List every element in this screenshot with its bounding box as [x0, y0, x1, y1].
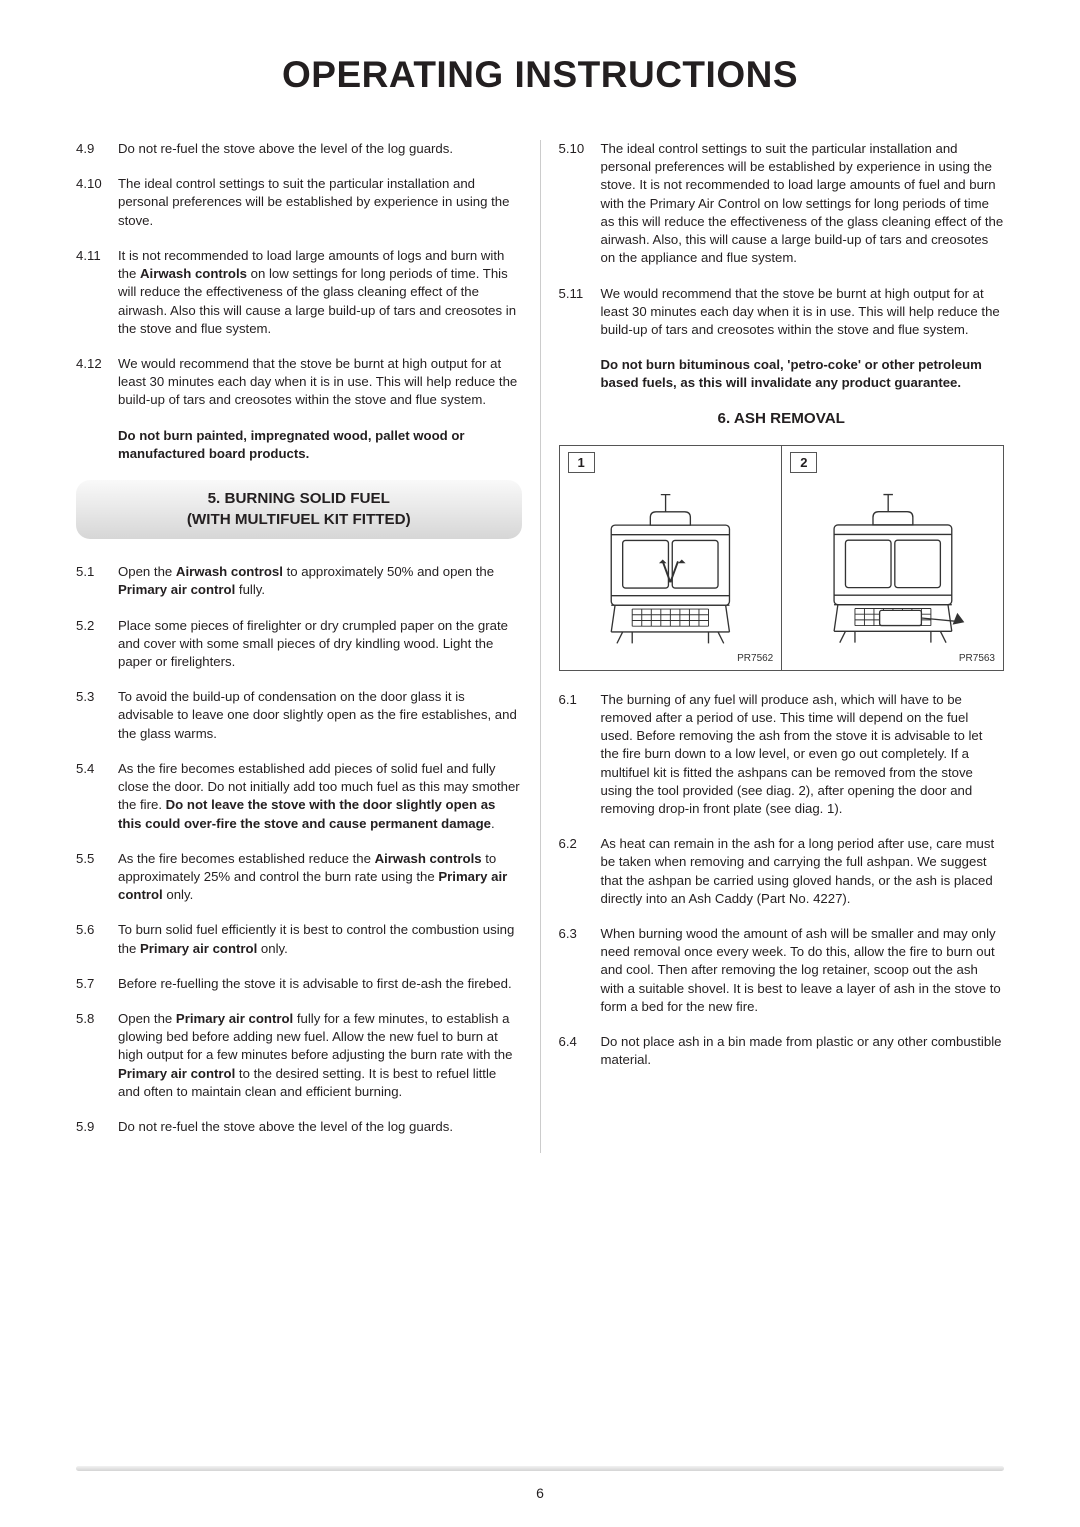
- list-item: 5.2Place some pieces of firelighter or d…: [76, 617, 522, 672]
- item-number: 5.8: [76, 1010, 118, 1101]
- list-item: 4.9Do not re-fuel the stove above the le…: [76, 140, 522, 158]
- list-item: 5.1Open the Airwash controsl to approxim…: [76, 563, 522, 599]
- item-number: 5.5: [76, 850, 118, 905]
- bold-text: Primary air control: [176, 1011, 293, 1026]
- section-5-line1: 5. BURNING SOLID FUEL: [86, 489, 512, 510]
- diagram-ref-1: PR7562: [737, 653, 773, 664]
- list-item: 6.2As heat can remain in the ash for a l…: [559, 835, 1005, 908]
- bold-text: Airwash controls: [375, 851, 482, 866]
- item-number: 4.11: [76, 247, 118, 338]
- item-number: 4.12: [76, 355, 118, 410]
- list-item: 6.3When burning wood the amount of ash w…: [559, 925, 1005, 1016]
- bold-text: Primary air control: [140, 941, 257, 956]
- warning-left: Do not burn painted, impregnated wood, p…: [118, 427, 522, 463]
- bold-text: Do not leave the stove with the door sli…: [118, 797, 495, 830]
- bold-text: Primary air control: [118, 1066, 235, 1081]
- item-body: Do not re-fuel the stove above the level…: [118, 1118, 522, 1136]
- list-item: 6.1The burning of any fuel will produce …: [559, 691, 1005, 819]
- item-body: It is not recommended to load large amou…: [118, 247, 522, 338]
- item-number: 5.3: [76, 688, 118, 743]
- footer-rule: [76, 1466, 1004, 1472]
- item-body: As heat can remain in the ash for a long…: [601, 835, 1005, 908]
- diagram-ref-2: PR7563: [959, 653, 995, 664]
- list-item: 4.12We would recommend that the stove be…: [76, 355, 522, 410]
- page-title: OPERATING INSTRUCTIONS: [76, 54, 1004, 96]
- item-body: The burning of any fuel will produce ash…: [601, 691, 1005, 819]
- item-body: Place some pieces of firelighter or dry …: [118, 617, 522, 672]
- item-body: The ideal control settings to suit the p…: [118, 175, 522, 230]
- list-item: 4.10The ideal control settings to suit t…: [76, 175, 522, 230]
- item-number: 5.6: [76, 921, 118, 957]
- item-body: Do not re-fuel the stove above the level…: [118, 140, 522, 158]
- section-5-line2: (WITH MULTIFUEL KIT FITTED): [86, 510, 512, 531]
- item-body: When burning wood the amount of ash will…: [601, 925, 1005, 1016]
- item-number: 4.10: [76, 175, 118, 230]
- item-body: Open the Airwash controsl to approximate…: [118, 563, 522, 599]
- list-item: 5.11We would recommend that the stove be…: [559, 285, 1005, 340]
- warning-right: Do not burn bituminous coal, 'petro-coke…: [601, 356, 1005, 392]
- list-item: 5.5As the fire becomes established reduc…: [76, 850, 522, 905]
- diagram-label-2: 2: [790, 452, 817, 473]
- list-item: 5.10The ideal control settings to suit t…: [559, 140, 1005, 268]
- list-item: 5.8Open the Primary air control fully fo…: [76, 1010, 522, 1101]
- item-body: Open the Primary air control fully for a…: [118, 1010, 522, 1101]
- item-body: The ideal control settings to suit the p…: [601, 140, 1005, 268]
- diagram-label-1: 1: [568, 452, 595, 473]
- item-body: We would recommend that the stove be bur…: [601, 285, 1005, 340]
- list-item: 5.4As the fire becomes established add p…: [76, 760, 522, 833]
- page-number: 6: [0, 1485, 1080, 1501]
- diagram-panel-1: 1: [560, 446, 782, 670]
- list-item: 5.3To avoid the build-up of condensation…: [76, 688, 522, 743]
- item-number: 5.7: [76, 975, 118, 993]
- item-number: 6.3: [559, 925, 601, 1016]
- left-column: 4.9Do not re-fuel the stove above the le…: [76, 140, 540, 1153]
- list-item: 5.6To burn solid fuel efficiently it is …: [76, 921, 522, 957]
- item-number: 6.1: [559, 691, 601, 819]
- item-number: 5.9: [76, 1118, 118, 1136]
- bold-text: Airwash controsl: [176, 564, 283, 579]
- content-columns: 4.9Do not re-fuel the stove above the le…: [76, 140, 1004, 1153]
- item-body: To avoid the build-up of condensation on…: [118, 688, 522, 743]
- ash-removal-diagram: 1: [559, 445, 1005, 671]
- item-body: We would recommend that the stove be bur…: [118, 355, 522, 410]
- item-number: 5.2: [76, 617, 118, 672]
- item-body: Before re-fuelling the stove it is advis…: [118, 975, 522, 993]
- stove-illustration-1: [575, 487, 766, 649]
- diagram-panel-2: 2: [781, 446, 1003, 670]
- item-body: As the fire becomes established add piec…: [118, 760, 522, 833]
- item-number: 6.4: [559, 1033, 601, 1069]
- list-item: 5.9Do not re-fuel the stove above the le…: [76, 1118, 522, 1136]
- list-item: 6.4Do not place ash in a bin made from p…: [559, 1033, 1005, 1069]
- list-item: 5.7Before re-fuelling the stove it is ad…: [76, 975, 522, 993]
- item-number: 6.2: [559, 835, 601, 908]
- item-number: 5.11: [559, 285, 601, 340]
- bold-text: Primary air control: [118, 582, 235, 597]
- item-number: 5.1: [76, 563, 118, 599]
- section-6-heading: 6. ASH REMOVAL: [559, 410, 1005, 427]
- section-5-heading: 5. BURNING SOLID FUEL (WITH MULTIFUEL KI…: [76, 480, 522, 539]
- item-number: 5.10: [559, 140, 601, 268]
- item-number: 4.9: [76, 140, 118, 158]
- right-column: 5.10The ideal control settings to suit t…: [541, 140, 1005, 1153]
- list-item: 4.11It is not recommended to load large …: [76, 247, 522, 338]
- stove-illustration-2: [798, 487, 988, 648]
- bold-text: Primary air control: [118, 869, 507, 902]
- item-body: Do not place ash in a bin made from plas…: [601, 1033, 1005, 1069]
- bold-text: Airwash controls: [140, 266, 247, 281]
- item-body: To burn solid fuel efficiently it is bes…: [118, 921, 522, 957]
- item-number: 5.4: [76, 760, 118, 833]
- item-body: As the fire becomes established reduce t…: [118, 850, 522, 905]
